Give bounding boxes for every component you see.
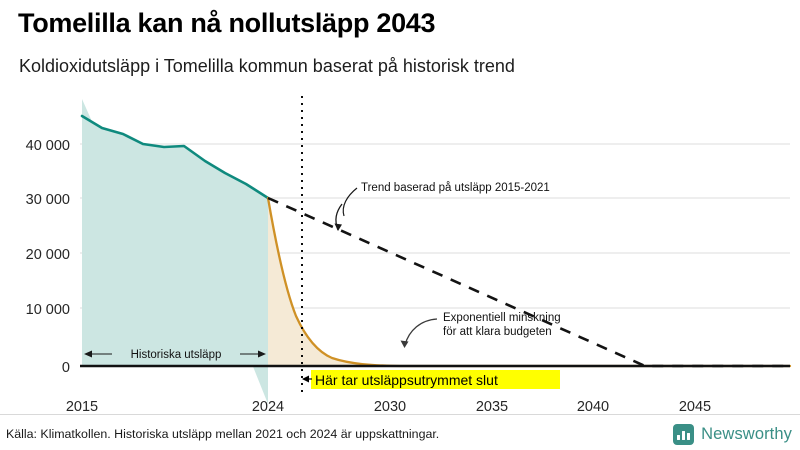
y-tick-label-30000: 30 000 [26, 192, 70, 208]
historical-span-arrow-right [258, 350, 266, 358]
historical-span-annotation: Historiska utsläpp [84, 346, 266, 362]
trend-annotation-label: Trend baserad på utsläpp 2015-2021 [361, 182, 550, 194]
historical-span-arrow-left [84, 350, 92, 358]
trend-line [267, 196, 790, 368]
exponential-annotation: Exponentiell minskning för att klara bud… [400, 312, 561, 348]
budget-exhausted-annotation: Här tar utsläppsutrymmet slut [302, 370, 560, 389]
budget-exhausted-highlight [311, 370, 560, 389]
x-tick-label-2045: 2045 [679, 399, 711, 415]
newsworthy-logo-label: Newsworthy [701, 425, 792, 443]
exponential-annotation-line1: Exponentiell minskning [443, 312, 561, 324]
historical-span-label: Historiska utsläpp [131, 349, 222, 361]
scenario-area [268, 198, 790, 366]
x-tick-label-2030: 2030 [374, 399, 406, 415]
x-tick-label-2015: 2015 [66, 399, 98, 415]
bar-chart-icon [673, 424, 695, 445]
page-title: Tomelilla kan nå nollutsläpp 2043 [18, 8, 436, 38]
y-tick-label-10000: 10 000 [26, 302, 70, 318]
budget-exhausted-label: Här tar utsläppsutrymmet slut [315, 372, 498, 388]
x-tick-label-2024: 2024 [252, 399, 284, 415]
footer-divider [0, 414, 800, 415]
chart-plot-area: 40 000 30 000 20 000 10 000 0 2015 2024 … [26, 96, 792, 415]
budget-exhausted-arrowhead [302, 375, 309, 383]
chart-subtitle: Koldioxidutsläpp i Tomelilla kommun base… [19, 56, 515, 76]
trend-annotation-arrowhead [334, 223, 342, 231]
y-axis-labels: 40 000 30 000 20 000 10 000 0 [26, 138, 70, 376]
y-tick-label-40000: 40 000 [26, 138, 70, 154]
source-note: Källa: Klimatkollen. Historiska utsläpp … [6, 427, 440, 441]
historic-line [80, 114, 270, 200]
exponential-annotation-line2: för att klara budgeten [443, 326, 552, 338]
x-tick-label-2035: 2035 [476, 399, 508, 415]
y-tick-label-0: 0 [62, 360, 70, 376]
exponential-annotation-arrow-curve [404, 318, 438, 346]
historical-span-label-backdrop [112, 346, 240, 362]
x-axis-labels: 2015 2024 2030 2035 2040 2045 [66, 399, 711, 415]
newsworthy-logo[interactable]: Newsworthy [673, 424, 792, 445]
x-tick-label-2040: 2040 [577, 399, 609, 415]
trend-annotation: Trend baserad på utsläpp 2015-2021 [334, 182, 550, 231]
scenario-line [266, 196, 792, 368]
y-tick-label-20000: 20 000 [26, 247, 70, 263]
exponential-annotation-arrowhead [400, 340, 409, 348]
trend-annotation-leader [342, 187, 358, 217]
historic-area [82, 116, 268, 366]
